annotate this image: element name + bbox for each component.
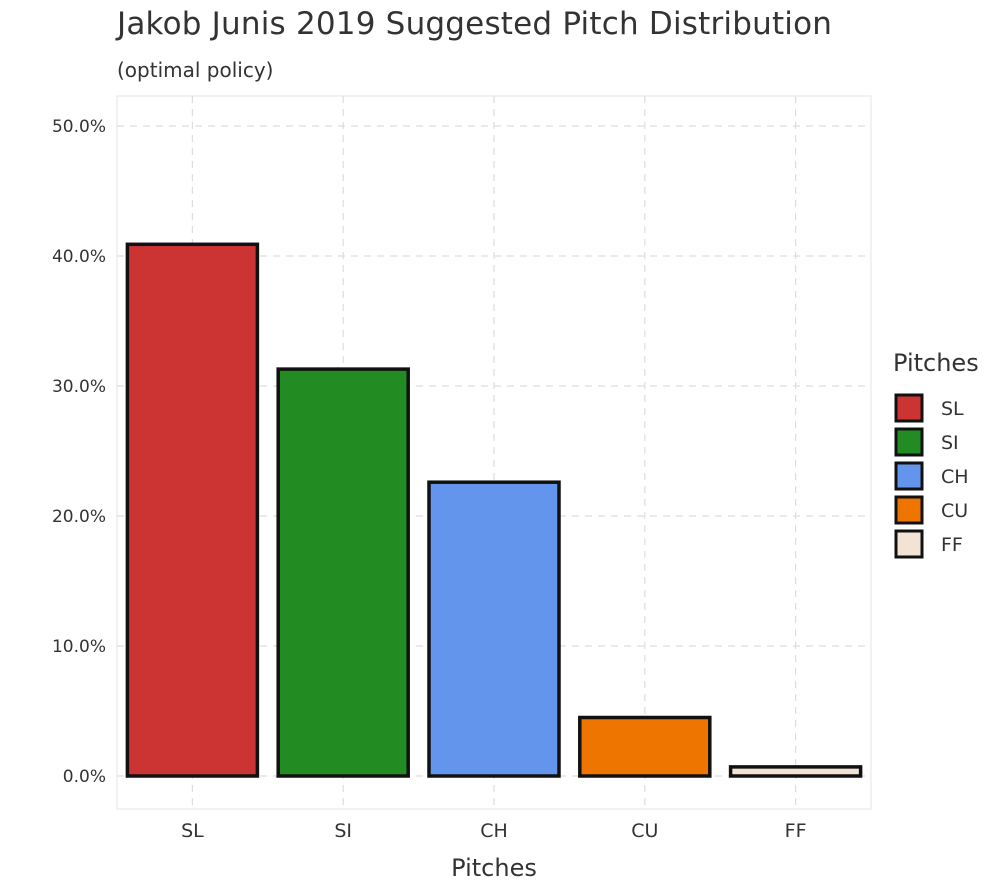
legend-label-si: SI bbox=[941, 432, 959, 454]
x-tick-label: SL bbox=[181, 820, 204, 842]
x-tick-label: SI bbox=[334, 820, 352, 842]
legend-swatch-ff bbox=[896, 531, 922, 557]
bar-ff bbox=[731, 767, 861, 776]
y-tick-label: 30.0% bbox=[52, 377, 106, 397]
y-axis-ticks: 0.0% 10.0% 20.0% 30.0% 40.0% 50.0% bbox=[52, 117, 106, 787]
legend-label-sl: SL bbox=[941, 398, 964, 420]
x-tick-label: CH bbox=[480, 820, 508, 842]
legend-label-ch: CH bbox=[941, 466, 969, 488]
bar-si bbox=[278, 369, 408, 776]
legend-label-ff: FF bbox=[941, 534, 963, 556]
bar-sl bbox=[127, 244, 257, 776]
y-tick-label: 0.0% bbox=[63, 767, 106, 787]
legend-swatch-sl bbox=[896, 395, 922, 421]
legend-label-cu: CU bbox=[941, 500, 968, 522]
y-tick-label: 50.0% bbox=[52, 117, 106, 137]
legend-swatch-cu bbox=[896, 497, 922, 523]
bar-ch bbox=[429, 482, 559, 776]
bars bbox=[127, 244, 860, 776]
x-axis-label: Pitches bbox=[451, 854, 537, 882]
x-tick-label: CU bbox=[631, 820, 658, 842]
legend-title: Pitches bbox=[893, 349, 979, 377]
legend-swatch-ch bbox=[896, 463, 922, 489]
x-axis-ticks: SL SI CH CU FF bbox=[181, 820, 806, 842]
bar-cu bbox=[580, 718, 710, 777]
y-tick-label: 10.0% bbox=[52, 637, 106, 657]
legend: Pitches SL SI CH CU FF bbox=[893, 349, 979, 557]
x-tick-label: FF bbox=[785, 820, 807, 842]
legend-swatch-si bbox=[896, 429, 922, 455]
y-tick-label: 40.0% bbox=[52, 247, 106, 267]
y-tick-label: 20.0% bbox=[52, 507, 106, 527]
